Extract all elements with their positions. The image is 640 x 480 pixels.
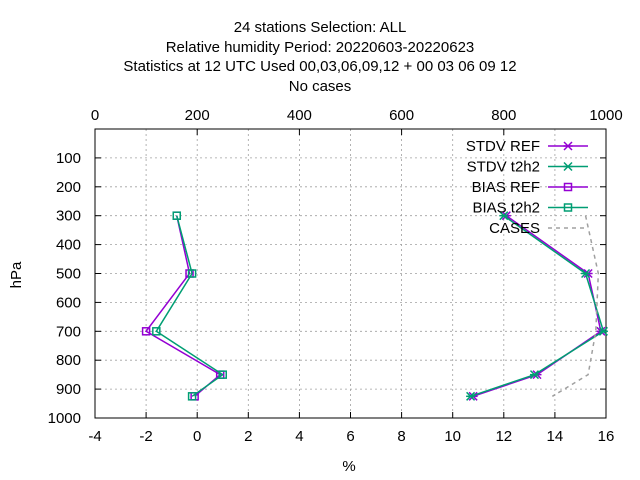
y-tick-label: 300 xyxy=(56,208,81,225)
x-tick-label: 2 xyxy=(244,428,252,445)
x-tick-label: -4 xyxy=(88,428,101,445)
legend-label: STDV t2h2 xyxy=(467,159,540,176)
series-line xyxy=(551,215,600,397)
series-line xyxy=(470,215,605,398)
x-tick-label: 6 xyxy=(346,428,354,445)
legend-entry: STDV REF xyxy=(466,138,588,155)
x-tick-label: 0 xyxy=(193,428,201,445)
x-axis-label: % xyxy=(342,458,355,475)
legend-label: CASES xyxy=(489,220,540,237)
x2-tick-label: 200 xyxy=(185,107,210,124)
title-line-4: No cases xyxy=(289,78,352,95)
y-tick-label: 400 xyxy=(56,237,81,254)
square-marker xyxy=(152,327,161,336)
square-marker xyxy=(218,370,227,379)
y-tick-label: 900 xyxy=(56,381,81,398)
star-marker xyxy=(563,161,573,172)
y-tick-label: 700 xyxy=(56,323,81,340)
series-bias-t2h2 xyxy=(152,211,227,401)
y-tick-label: 200 xyxy=(56,179,81,196)
x-tick-label: 4 xyxy=(295,428,303,445)
chart-title: 24 stations Selection: ALL Relative humi… xyxy=(123,19,516,95)
y-tick-label: 500 xyxy=(56,266,81,283)
legend-label: BIAS t2h2 xyxy=(472,200,540,217)
legend-entry: BIAS REF xyxy=(472,179,588,196)
series-line xyxy=(144,215,222,397)
legend-label: STDV REF xyxy=(466,138,540,155)
title-line-3: Statistics at 12 UTC Used 00,03,06,09,12… xyxy=(123,58,516,75)
series-cases xyxy=(551,215,600,397)
y-tick-label: 100 xyxy=(56,150,81,167)
legend-entry: BIAS t2h2 xyxy=(472,200,588,217)
x-tick-label: 8 xyxy=(397,428,405,445)
legend-entry: CASES xyxy=(489,220,588,237)
series xyxy=(141,211,608,401)
x2-tick-label: 0 xyxy=(91,107,99,124)
star-marker xyxy=(598,326,608,336)
y-axis-label: hPa xyxy=(8,261,25,288)
square-marker xyxy=(563,203,573,212)
series-stdv-t2h2 xyxy=(466,211,608,401)
axes: -4 -2 0 2 4 6 8 10 12 14 16 0 200 400 600 800 1000 100 200… xyxy=(48,107,623,445)
square-marker xyxy=(563,182,573,192)
square-marker xyxy=(172,211,182,220)
star-marker xyxy=(581,268,591,279)
square-marker xyxy=(187,392,197,401)
x-tick-label: 14 xyxy=(547,428,564,445)
x2-tick-label: 600 xyxy=(389,107,414,124)
x-tick-label: 16 xyxy=(598,428,615,445)
star-marker xyxy=(529,370,539,380)
title-line-1: 24 stations Selection: ALL xyxy=(234,19,407,36)
title-line-2: Relative humidity Period: 20220603-20220… xyxy=(166,39,475,56)
square-marker xyxy=(187,269,197,278)
legend: STDV REF STDV t2h2 BIAS REF BIAS t2h2 CASES xyxy=(466,138,588,237)
x2-tick-label: 400 xyxy=(287,107,312,124)
x-tick-label: 12 xyxy=(495,428,512,445)
star-marker xyxy=(563,141,573,151)
y-tick-label: 600 xyxy=(56,294,81,311)
legend-label: BIAS REF xyxy=(472,179,540,196)
series-line xyxy=(155,215,225,397)
x-tick-label: -2 xyxy=(139,428,152,445)
x2-tick-label: 800 xyxy=(491,107,516,124)
x-tick-label: 10 xyxy=(444,428,461,445)
x2-tick-label: 1000 xyxy=(589,107,622,124)
legend-entry: STDV t2h2 xyxy=(467,159,588,176)
star-marker xyxy=(466,391,476,401)
series-line xyxy=(472,215,602,398)
y-tick-label: 1000 xyxy=(48,410,81,427)
star-marker xyxy=(499,211,509,221)
square-marker xyxy=(141,327,151,336)
y-tick-label: 800 xyxy=(56,352,81,369)
